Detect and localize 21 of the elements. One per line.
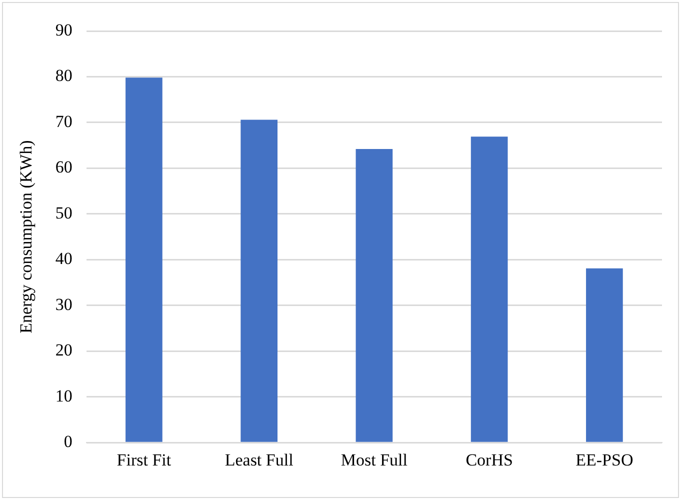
bar — [356, 148, 393, 442]
y-tick-label: 30 — [55, 294, 72, 314]
x-tick-label: First Fit — [116, 450, 172, 470]
y-tick-label: 40 — [55, 249, 72, 268]
x-tick-label: Most Full — [340, 450, 408, 470]
bar — [470, 136, 508, 442]
y-tick-label: 90 — [55, 20, 72, 40]
y-tick-label: 60 — [55, 158, 72, 177]
y-axis-title: Energy consumption (KWh) — [16, 140, 36, 334]
y-tick-label: 20 — [55, 340, 72, 360]
y-tick-label: 0 — [64, 432, 72, 452]
y-tick-label: 80 — [55, 66, 72, 86]
bar — [586, 268, 623, 442]
x-tick-label: Least Full — [224, 450, 294, 470]
y-tick-label: 50 — [55, 203, 72, 222]
y-tick-label: 10 — [55, 386, 72, 406]
x-tick-label: CorHS — [466, 450, 513, 470]
bar — [126, 78, 162, 442]
bar — [240, 120, 278, 442]
x-tick-label: EE-PSO — [576, 450, 634, 470]
y-tick-label: 70 — [55, 112, 72, 131]
